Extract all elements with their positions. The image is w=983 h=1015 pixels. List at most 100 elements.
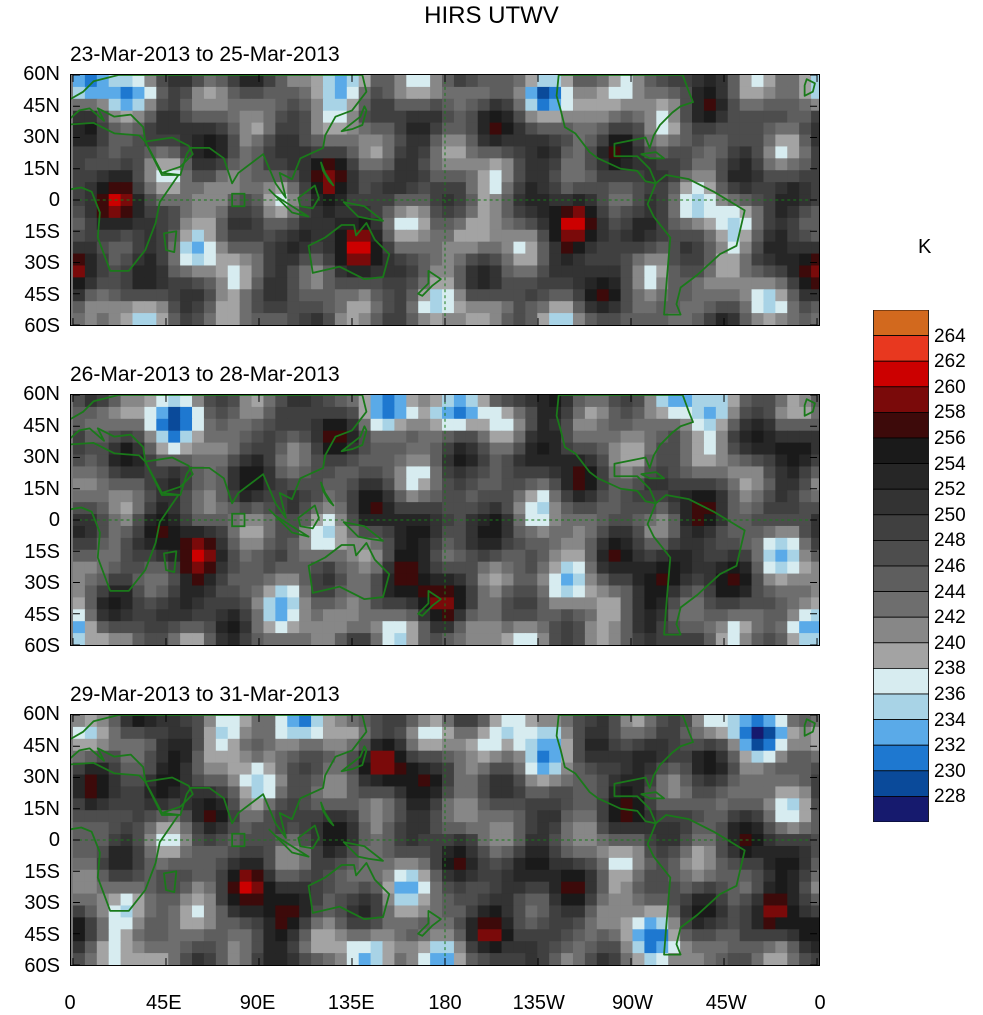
coastline	[268, 188, 310, 218]
colorbar-swatch	[873, 719, 929, 746]
lon-label: 0	[64, 992, 76, 1014]
region-box	[231, 832, 246, 848]
coastline	[297, 184, 320, 210]
lat-label: 30N	[23, 446, 60, 468]
lat-label: 45N	[23, 414, 60, 437]
map-panel-3	[70, 714, 820, 966]
lon-label: 180	[428, 992, 462, 1014]
panel-2-title: 26-Mar-2013 to 28-Mar-2013	[70, 363, 340, 386]
lat-label: 45N	[23, 94, 60, 117]
coastline	[555, 715, 694, 825]
lat-label: 0	[48, 189, 60, 211]
lat-label: 0	[48, 829, 60, 851]
coastline	[268, 828, 310, 858]
coastline	[307, 542, 391, 601]
coastline	[417, 589, 442, 617]
utwv-field	[72, 75, 819, 325]
lat-label: 30N	[23, 126, 60, 148]
lat-label: 45S	[24, 603, 60, 626]
colorbar-swatch	[873, 795, 929, 822]
colorbar-label: 250	[934, 504, 966, 526]
lon-label: 45W	[705, 992, 747, 1014]
coastline	[144, 456, 194, 494]
lat-label: 30N	[23, 766, 60, 788]
coastline	[163, 870, 178, 893]
coastline	[640, 471, 665, 480]
colorbar-swatch	[873, 565, 929, 593]
panel-1-title: 23-Mar-2013 to 25-Mar-2013	[70, 43, 340, 66]
coastline	[803, 78, 816, 97]
colorbar-swatch	[873, 693, 929, 721]
lon-label: 90W	[611, 992, 654, 1014]
coastline	[342, 201, 384, 222]
lat-label: 30S	[24, 572, 60, 594]
lat-label: 15S	[24, 540, 60, 563]
coastline	[268, 508, 310, 538]
region-box	[231, 192, 246, 208]
lat-label: 60N	[23, 383, 60, 405]
colorbar-swatch	[873, 360, 929, 388]
colorbar-swatch	[873, 310, 929, 337]
coastline	[71, 442, 180, 592]
colorbar-label: 248	[934, 530, 966, 552]
colorbar-unit: K	[918, 236, 932, 258]
colorbar-swatch	[873, 770, 929, 797]
coastline	[640, 791, 665, 800]
coastline	[320, 481, 335, 507]
coastline	[71, 75, 368, 199]
colorbar-label: 236	[934, 684, 966, 705]
map-panel-2	[70, 394, 820, 646]
lat-label: 15N	[23, 157, 60, 180]
lon-label: 90E	[239, 992, 276, 1014]
lon-label: 0	[814, 992, 826, 1014]
colorbar-label: 242	[934, 607, 966, 629]
coastline	[417, 909, 442, 937]
panel-3-title: 29-Mar-2013 to 31-Mar-2013	[70, 683, 340, 706]
colorbar-label: 238	[934, 658, 966, 680]
coastline	[417, 269, 442, 297]
coastline	[342, 521, 384, 542]
coastline	[307, 222, 391, 281]
utwv-field	[72, 395, 819, 645]
colorbar-swatch	[873, 642, 929, 669]
coastline	[320, 161, 335, 187]
coastlines	[71, 395, 816, 636]
colorbar-label: 232	[934, 735, 966, 757]
coastline	[320, 801, 335, 827]
axis-ticks	[72, 75, 818, 325]
utwv-field	[72, 715, 819, 965]
lat-label: 60N	[23, 703, 60, 725]
colorbar-label: 254	[934, 453, 966, 475]
coastlines	[71, 75, 816, 316]
coastline	[646, 494, 746, 636]
lon-label: 45E	[145, 992, 182, 1014]
coastline	[340, 745, 368, 773]
colorbar-label: 252	[934, 479, 966, 501]
coastline	[71, 762, 180, 912]
coastline	[297, 824, 320, 850]
lat-label: 60S	[24, 635, 60, 657]
colorbar-swatch	[873, 667, 929, 695]
region-box	[231, 512, 246, 528]
coastline	[144, 136, 194, 174]
colorbar-swatch	[873, 744, 929, 772]
map-panel-1	[70, 74, 820, 326]
lat-label: 60S	[24, 955, 60, 977]
coastline	[297, 504, 320, 530]
colorbar-label: 264	[934, 325, 966, 347]
colorbar-label: 262	[934, 351, 966, 373]
colorbar-label: 240	[934, 632, 966, 654]
lat-label: 0	[48, 509, 60, 531]
lat-label: 60S	[24, 315, 60, 337]
colorbar-swatch	[873, 591, 929, 618]
lat-label: 15S	[24, 220, 60, 243]
coastline	[803, 718, 816, 737]
lat-label: 45N	[23, 734, 60, 757]
coastline	[646, 814, 746, 956]
lat-label: 15N	[23, 797, 60, 820]
lat-label: 45S	[24, 283, 60, 306]
coastline	[340, 105, 368, 133]
colorbar-swatch	[873, 539, 929, 567]
coastline	[163, 550, 178, 573]
colorbar-swatch	[873, 463, 929, 490]
